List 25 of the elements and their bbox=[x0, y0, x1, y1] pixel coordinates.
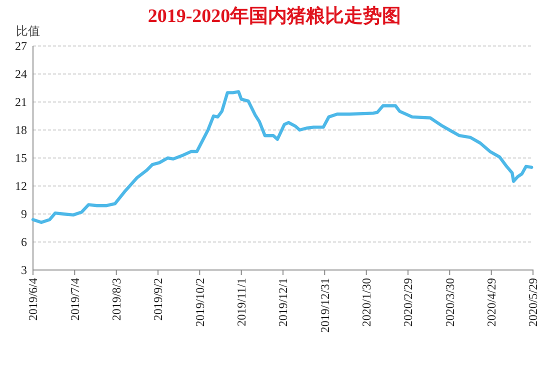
y-axis-title: 比值 bbox=[16, 24, 40, 38]
x-tick-label: 2019/12/1 bbox=[276, 278, 290, 327]
y-tick-label: 21 bbox=[15, 94, 27, 109]
x-tick-label: 2020/3/30 bbox=[442, 278, 457, 327]
x-tick-label: 2019/7/4 bbox=[68, 278, 82, 321]
x-tick-label: 2019/6/4 bbox=[26, 278, 40, 321]
x-tick-label: 2020/1/30 bbox=[360, 278, 374, 327]
x-tick-label: 2019/11/1 bbox=[234, 278, 249, 326]
y-tick-label: 27 bbox=[15, 38, 27, 53]
y-tick-label: 6 bbox=[21, 234, 27, 249]
x-tick-label: 2019/10/2 bbox=[192, 278, 207, 327]
x-tick-label: 2020/2/29 bbox=[401, 278, 416, 327]
x-tick-label: 2019/9/2 bbox=[151, 278, 166, 321]
x-tick-label: 2019/12/31 bbox=[318, 278, 332, 333]
y-tick-label: 3 bbox=[21, 262, 27, 277]
x-tick-label: 2020/4/29 bbox=[484, 278, 499, 327]
chart-title: 2019-2020年国内猪粮比走势图 bbox=[148, 5, 402, 27]
y-tick-label: 12 bbox=[15, 178, 27, 193]
line-series bbox=[31, 90, 534, 224]
x-tick-label: 2020/5/29 bbox=[526, 278, 540, 327]
y-tick-label: 15 bbox=[15, 150, 27, 165]
x-tick-label: 2019/8/3 bbox=[110, 278, 124, 321]
y-tick-label: 9 bbox=[21, 206, 27, 221]
y-tick-label: 18 bbox=[15, 122, 27, 137]
y-tick-label: 24 bbox=[15, 66, 27, 81]
